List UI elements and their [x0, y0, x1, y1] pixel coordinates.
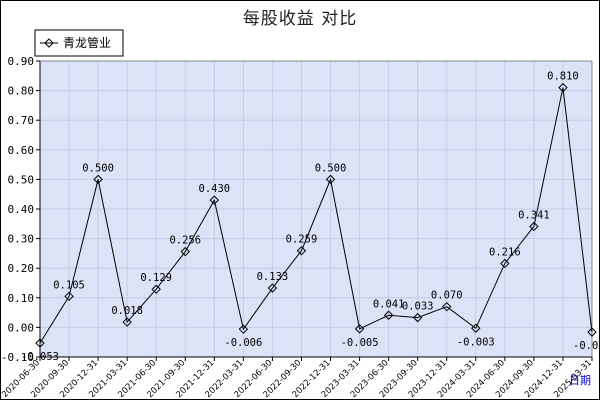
x-tick-labels: 2020-06-302020-09-302020-12-312021-03-31… — [0, 358, 594, 400]
data-point — [267, 283, 278, 293]
data-point — [442, 301, 452, 312]
y-tick-label: 0.40 — [8, 203, 35, 216]
data-point — [238, 324, 249, 334]
data-point — [529, 221, 539, 232]
legend: 青龙管业 — [34, 29, 124, 57]
data-label: -0.053 — [21, 351, 59, 363]
y-tick-label: 0.60 — [8, 144, 35, 157]
data-point — [500, 258, 510, 269]
data-label: 0.033 — [402, 301, 434, 313]
data-label: 0.341 — [518, 209, 550, 221]
data-point — [383, 310, 394, 320]
data-point — [180, 246, 190, 257]
y-tick-labels: -0.10 0.00 0.10 0.20 0.30 0.40 0.50 0.60 0.70 0.8… — [1, 55, 34, 364]
legend-label: 青龙管业 — [63, 35, 111, 50]
x-axis-title: 日期 — [569, 374, 591, 387]
data-point — [587, 327, 597, 337]
legend-marker-swatch — [44, 38, 54, 48]
data-point — [325, 174, 336, 185]
y-tick-label: 0.20 — [8, 262, 35, 275]
axes: 日期 — [39, 60, 593, 387]
data-point — [471, 323, 481, 333]
series-group: -0.053 0.105 0.500 0.018 0.129 0.256 0.430 -0.0… — [21, 71, 600, 363]
chart-title: 每股收益 对比 — [242, 9, 358, 29]
data-label: 0.018 — [111, 305, 143, 317]
y-tick-label: -0.10 — [1, 351, 34, 364]
data-point — [64, 291, 74, 302]
data-point — [122, 317, 132, 327]
data-label: 0.041 — [373, 298, 405, 310]
series-line — [39, 87, 593, 344]
data-point — [151, 284, 161, 294]
data-point — [35, 338, 45, 348]
data-label: 0.129 — [140, 272, 172, 284]
y-tick-label: 0.50 — [8, 173, 35, 186]
data-label: 0.810 — [547, 71, 579, 83]
data-label: 0.430 — [199, 183, 231, 195]
data-label: 0.105 — [53, 279, 85, 291]
data-point — [209, 195, 220, 205]
data-label: 0.070 — [431, 290, 463, 302]
data-point — [354, 324, 365, 334]
y-tick-label: 0.00 — [8, 321, 35, 334]
data-label: -0.006 — [224, 337, 262, 349]
data-point — [412, 312, 423, 323]
y-tick-label: 0.30 — [8, 233, 35, 246]
y-tick-label: 0.90 — [8, 55, 35, 68]
y-tick-label: 0.70 — [8, 114, 35, 127]
data-label: -0.016 — [573, 340, 600, 352]
data-label: 0.500 — [82, 162, 114, 174]
data-point — [93, 174, 103, 185]
data-label: 0.259 — [286, 234, 318, 246]
data-point — [296, 246, 307, 256]
data-point — [558, 82, 568, 93]
data-label: 0.133 — [257, 271, 289, 283]
y-tick-label: 0.80 — [8, 85, 35, 98]
y-tick-label: 0.10 — [8, 292, 35, 305]
data-label: 0.216 — [489, 246, 521, 258]
data-label: 0.256 — [169, 235, 201, 247]
data-label: -0.005 — [341, 337, 379, 349]
data-label: -0.003 — [457, 336, 495, 348]
data-label: 0.500 — [315, 162, 347, 174]
